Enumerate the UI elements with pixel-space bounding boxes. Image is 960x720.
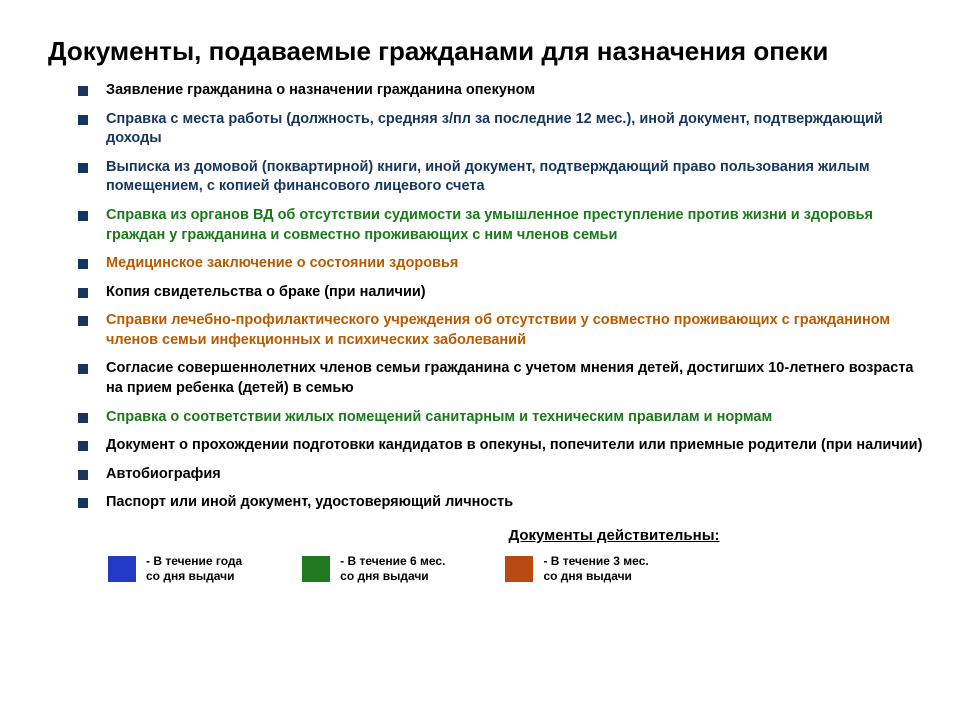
legend-label: - В течение 3 мес. со дня выдачи bbox=[543, 554, 648, 585]
list-item: Справка о соответствии жилых помещений с… bbox=[78, 408, 930, 428]
list-item: Справка из органов ВД об отсутствии суди… bbox=[78, 206, 930, 245]
list-item: Автобиография bbox=[78, 465, 930, 485]
legend-label: - В течение года со дня выдачи bbox=[146, 554, 242, 585]
legend-title: Документы действительны: bbox=[298, 527, 930, 544]
legend-item: - В течение 6 мес. со дня выдачи bbox=[302, 554, 445, 585]
slide: Документы, подаваемые гражданами для наз… bbox=[0, 0, 960, 605]
list-item: Копия свидетельства о браке (при наличии… bbox=[78, 283, 930, 303]
list-item: Справки лечебно-профилактического учрежд… bbox=[78, 311, 930, 350]
list-item: Документ о прохождении подготовки кандид… bbox=[78, 436, 930, 456]
list-item: Медицинское заключение о состоянии здоро… bbox=[78, 254, 930, 274]
legend-row: - В течение года со дня выдачи - В течени… bbox=[48, 554, 930, 585]
legend-swatch bbox=[505, 556, 533, 582]
list-item: Заявление гражданина о назначении гражда… bbox=[78, 81, 930, 101]
slide-title: Документы, подаваемые гражданами для наз… bbox=[48, 36, 930, 67]
list-item: Паспорт или иной документ, удостоверяющи… bbox=[78, 493, 930, 513]
list-item: Выписка из домовой (поквартирной) книги,… bbox=[78, 158, 930, 197]
list-item: Справка с места работы (должность, средн… bbox=[78, 110, 930, 149]
legend-item: - В течение 3 мес. со дня выдачи bbox=[505, 554, 648, 585]
legend-swatch bbox=[108, 556, 136, 582]
legend-label: - В течение 6 мес. со дня выдачи bbox=[340, 554, 445, 585]
document-list: Заявление гражданина о назначении гражда… bbox=[78, 81, 930, 513]
legend-swatch bbox=[302, 556, 330, 582]
list-item: Согласие совершеннолетних членов семьи г… bbox=[78, 359, 930, 398]
legend-item: - В течение года со дня выдачи bbox=[108, 554, 242, 585]
